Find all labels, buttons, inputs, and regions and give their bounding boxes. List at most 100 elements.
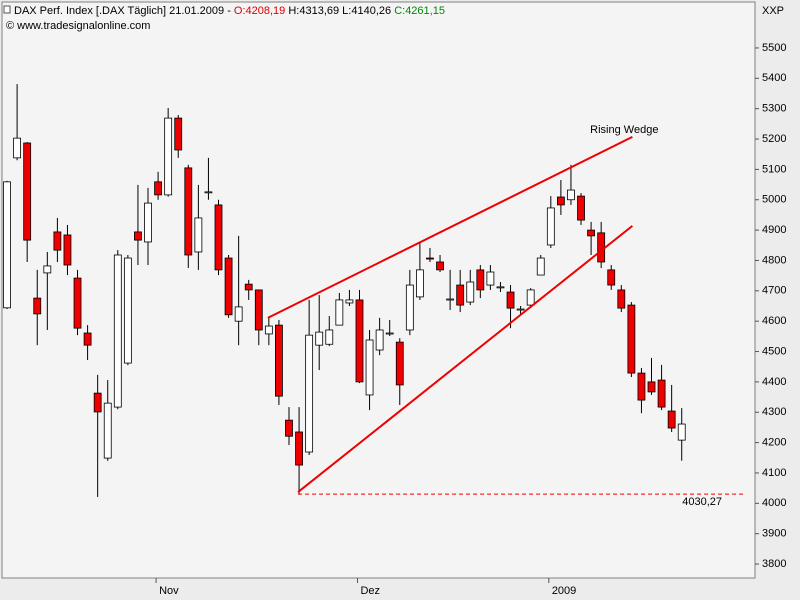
y-tick-label: 4400	[762, 376, 786, 388]
y-tick-label: 4200	[762, 437, 786, 449]
candle-body	[53, 231, 62, 251]
candle-body	[214, 204, 223, 271]
source: © www.tradesignalonline.com	[6, 20, 150, 32]
y-tick-label: 4800	[762, 254, 786, 266]
candle-body	[436, 261, 444, 271]
corner-label: XXP	[762, 5, 784, 17]
candle-body	[607, 269, 616, 286]
candle-body	[264, 325, 273, 335]
candle-body	[184, 167, 193, 256]
candle-body	[93, 392, 102, 413]
x-tick-label: Nov	[159, 585, 179, 597]
candle-body	[144, 202, 152, 243]
candle-body	[476, 269, 485, 291]
x-tick-label: Dez	[360, 585, 380, 597]
candle-body	[295, 431, 303, 466]
candle-body	[617, 289, 626, 309]
candle-body	[13, 137, 22, 159]
candle-body	[385, 332, 394, 335]
candle-body	[567, 189, 575, 201]
y-tick-label: 4500	[762, 345, 786, 357]
candle-body	[33, 297, 42, 315]
level-label: 4030,27	[682, 496, 722, 508]
candle-body	[556, 196, 565, 206]
candle-body	[657, 379, 666, 408]
candle-body	[667, 410, 676, 429]
candle-body	[103, 402, 112, 459]
y-tick-label: 4100	[762, 467, 786, 479]
candle-body	[506, 291, 515, 309]
header-open: O:4208,19	[234, 5, 285, 17]
candle-body	[496, 286, 505, 289]
y-tick-label: 5000	[762, 194, 786, 206]
candle-body	[365, 339, 374, 396]
candle-body	[597, 232, 606, 263]
candle-body	[637, 372, 646, 401]
y-tick-label: 4700	[762, 285, 786, 297]
x-tick-label: 2009	[552, 585, 576, 597]
y-tick-label: 4000	[762, 497, 786, 509]
candle-body	[486, 271, 495, 286]
y-tick-label: 4600	[762, 315, 786, 327]
candle-body	[83, 332, 92, 346]
candle-body	[204, 191, 213, 194]
candle-body	[426, 257, 434, 260]
candle-body	[395, 341, 404, 386]
trendline	[297, 225, 634, 493]
candle-body	[536, 257, 545, 276]
candle-body	[113, 254, 122, 408]
candle-body	[647, 381, 656, 393]
header-icon	[3, 5, 11, 14]
trendline	[267, 136, 633, 319]
candle-body	[275, 324, 283, 397]
header: DAX Perf. Index [.DAX Täglich] 21.01.200…	[14, 5, 445, 17]
y-tick-label: 5200	[762, 133, 786, 145]
candle-body	[466, 281, 475, 303]
candle-body	[526, 289, 535, 306]
header-close: C:4261,15	[394, 5, 445, 17]
candle-body	[456, 284, 465, 306]
candle-body	[3, 181, 11, 309]
candle-body	[577, 195, 585, 221]
y-tick-label: 4300	[762, 406, 786, 418]
candle-body	[546, 207, 555, 246]
candle-body	[164, 117, 173, 196]
y-tick-label: 5100	[762, 163, 786, 175]
candle-body	[174, 117, 183, 151]
annotation-text: Rising Wedge	[590, 124, 658, 136]
candle-body	[244, 283, 253, 291]
candle-body	[194, 217, 203, 253]
candle-body	[23, 142, 32, 241]
candle-body	[315, 331, 324, 346]
candle-body	[335, 299, 344, 326]
candle-body	[73, 277, 82, 329]
y-tick-label: 5500	[762, 42, 786, 54]
y-tick-label: 4900	[762, 224, 786, 236]
candle-body	[285, 419, 293, 437]
y-tick-label: 3800	[762, 558, 786, 570]
y-tick-label: 3900	[762, 528, 786, 540]
header-title: DAX Perf. Index [.DAX Täglich] 21.01.200…	[14, 5, 231, 17]
candle-body	[134, 231, 142, 241]
candle-body	[677, 423, 686, 441]
candle-body	[224, 257, 233, 316]
candle-body	[375, 329, 384, 351]
header-high-low: H:4313,69 L:4140,26	[288, 5, 391, 17]
candle-body	[254, 289, 263, 331]
candle-body	[355, 299, 364, 383]
candle-body	[305, 334, 314, 453]
candle-body	[123, 257, 132, 364]
candle-body	[325, 329, 334, 345]
candle-body	[63, 234, 72, 266]
candle-body	[587, 229, 595, 237]
y-tick-label: 5300	[762, 103, 786, 115]
candle-body	[516, 308, 525, 311]
candle-body	[446, 298, 455, 301]
candle-body	[405, 284, 414, 331]
candle-body	[345, 299, 354, 304]
candle-body	[43, 265, 52, 274]
candle-body	[154, 181, 162, 196]
candle-body	[234, 306, 243, 322]
y-tick-label: 5400	[762, 72, 786, 84]
